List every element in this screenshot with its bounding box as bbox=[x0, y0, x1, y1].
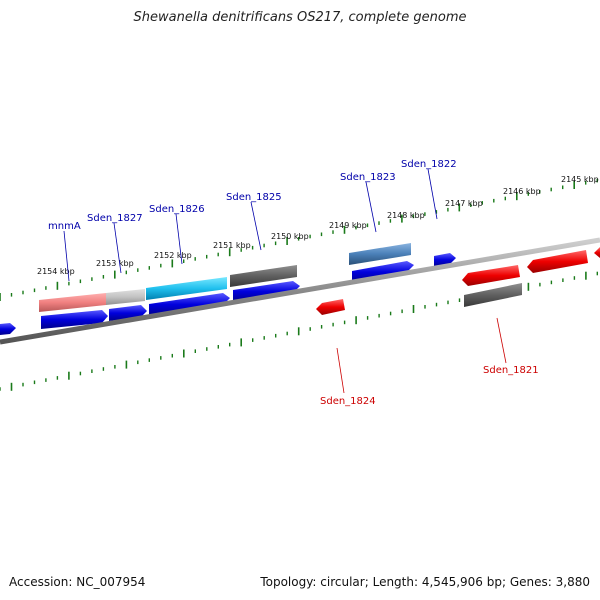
gene-label-sden-1822[interactable]: Sden_1822 bbox=[401, 159, 457, 170]
leader-mnmA bbox=[63, 230, 70, 282]
length-label: Length: bbox=[372, 575, 419, 589]
accession-label: Accession: bbox=[9, 575, 73, 589]
forward-cds-arrow[interactable] bbox=[149, 293, 230, 316]
genome-summary: Topology: circular; Length: 4,545,906 bp… bbox=[260, 575, 590, 589]
lower-feature-track bbox=[464, 283, 522, 307]
reverse-cds-arrow[interactable] bbox=[316, 299, 345, 315]
forward-cds-arrow[interactable] bbox=[233, 281, 300, 302]
tick-label-2152: 2152 kbp bbox=[154, 251, 192, 260]
length-value: 4,545,906 bp bbox=[421, 575, 502, 589]
feature-sden-1823-bar[interactable] bbox=[349, 243, 411, 265]
feature-sden-1825-bar[interactable] bbox=[230, 265, 297, 287]
topology-label: Topology: bbox=[260, 575, 317, 589]
upper-scale-ticks bbox=[0, 181, 576, 301]
tick-label-2147: 2147 kbp bbox=[445, 199, 483, 208]
upper-feature-track bbox=[39, 243, 411, 312]
map-title: Shewanella denitrificans OS217, complete… bbox=[133, 10, 467, 25]
leader-sden-1824 bbox=[336, 347, 345, 394]
gene-labels: mnmA Sden_1827 Sden_1826 Sden_1825 Sden_… bbox=[48, 159, 539, 407]
topology-value: circular bbox=[320, 575, 365, 589]
gene-label-sden-1825[interactable]: Sden_1825 bbox=[226, 192, 282, 203]
feature-sden-1826-bar[interactable] bbox=[146, 277, 227, 300]
gene-label-sden-1827[interactable]: Sden_1827 bbox=[87, 213, 143, 224]
reverse-cds-track bbox=[316, 247, 600, 315]
gene-label-sden-1821[interactable]: Sden_1821 bbox=[483, 365, 539, 376]
gene-label-mnmA[interactable]: mnmA bbox=[48, 221, 81, 232]
accession-info: Accession: NC_007954 bbox=[9, 575, 145, 589]
tick-label-2149: 2149 kbp bbox=[329, 221, 367, 230]
genome-backbone bbox=[0, 237, 600, 345]
gene-label-sden-1826[interactable]: Sden_1826 bbox=[149, 204, 205, 215]
genes-value: 3,880 bbox=[555, 575, 590, 589]
reverse-cds-arrow[interactable] bbox=[527, 250, 588, 273]
upper-scale-tick-labels: 2154 kbp 2153 kbp 2152 kbp 2151 kbp 2150… bbox=[37, 175, 599, 276]
tick-label-2145: 2145 kbp bbox=[561, 175, 599, 184]
reverse-cds-arrow[interactable] bbox=[462, 265, 520, 286]
feature-sden-1821-bar[interactable] bbox=[464, 283, 522, 307]
accession-value: NC_007954 bbox=[76, 575, 146, 589]
upper-scale-dots bbox=[10, 178, 598, 297]
genes-label: Genes: bbox=[509, 575, 552, 589]
leader-sden-1825 bbox=[250, 201, 262, 251]
forward-cds-track bbox=[0, 253, 456, 335]
gene-label-sden-1823[interactable]: Sden_1823 bbox=[340, 172, 396, 183]
tick-label-2148: 2148 kbp bbox=[387, 211, 425, 220]
feature-mnmA-bar[interactable] bbox=[39, 293, 106, 312]
gene-label-sden-1824[interactable]: Sden_1824 bbox=[320, 396, 376, 407]
leader-sden-1823 bbox=[365, 181, 377, 233]
tick-label-2150: 2150 kbp bbox=[271, 232, 309, 241]
feature-sden-1827-bar[interactable] bbox=[106, 289, 145, 305]
leader-sden-1822 bbox=[427, 168, 438, 220]
leader-sden-1821 bbox=[496, 317, 507, 364]
tick-label-2154: 2154 kbp bbox=[37, 267, 75, 276]
gene-label-leaders bbox=[63, 168, 507, 394]
upper-scale: 2154 kbp 2153 kbp 2152 kbp 2151 kbp 2150… bbox=[0, 175, 599, 301]
tick-label-2146: 2146 kbp bbox=[503, 187, 541, 196]
tick-label-2153: 2153 kbp bbox=[96, 259, 134, 268]
tick-label-2151: 2151 kbp bbox=[213, 241, 251, 250]
forward-cds-arrow[interactable] bbox=[41, 310, 108, 329]
reverse-cds-arrow[interactable] bbox=[594, 247, 600, 258]
forward-cds-arrow[interactable] bbox=[0, 323, 16, 335]
leader-sden-1827 bbox=[113, 222, 122, 274]
leader-sden-1826 bbox=[175, 213, 183, 265]
